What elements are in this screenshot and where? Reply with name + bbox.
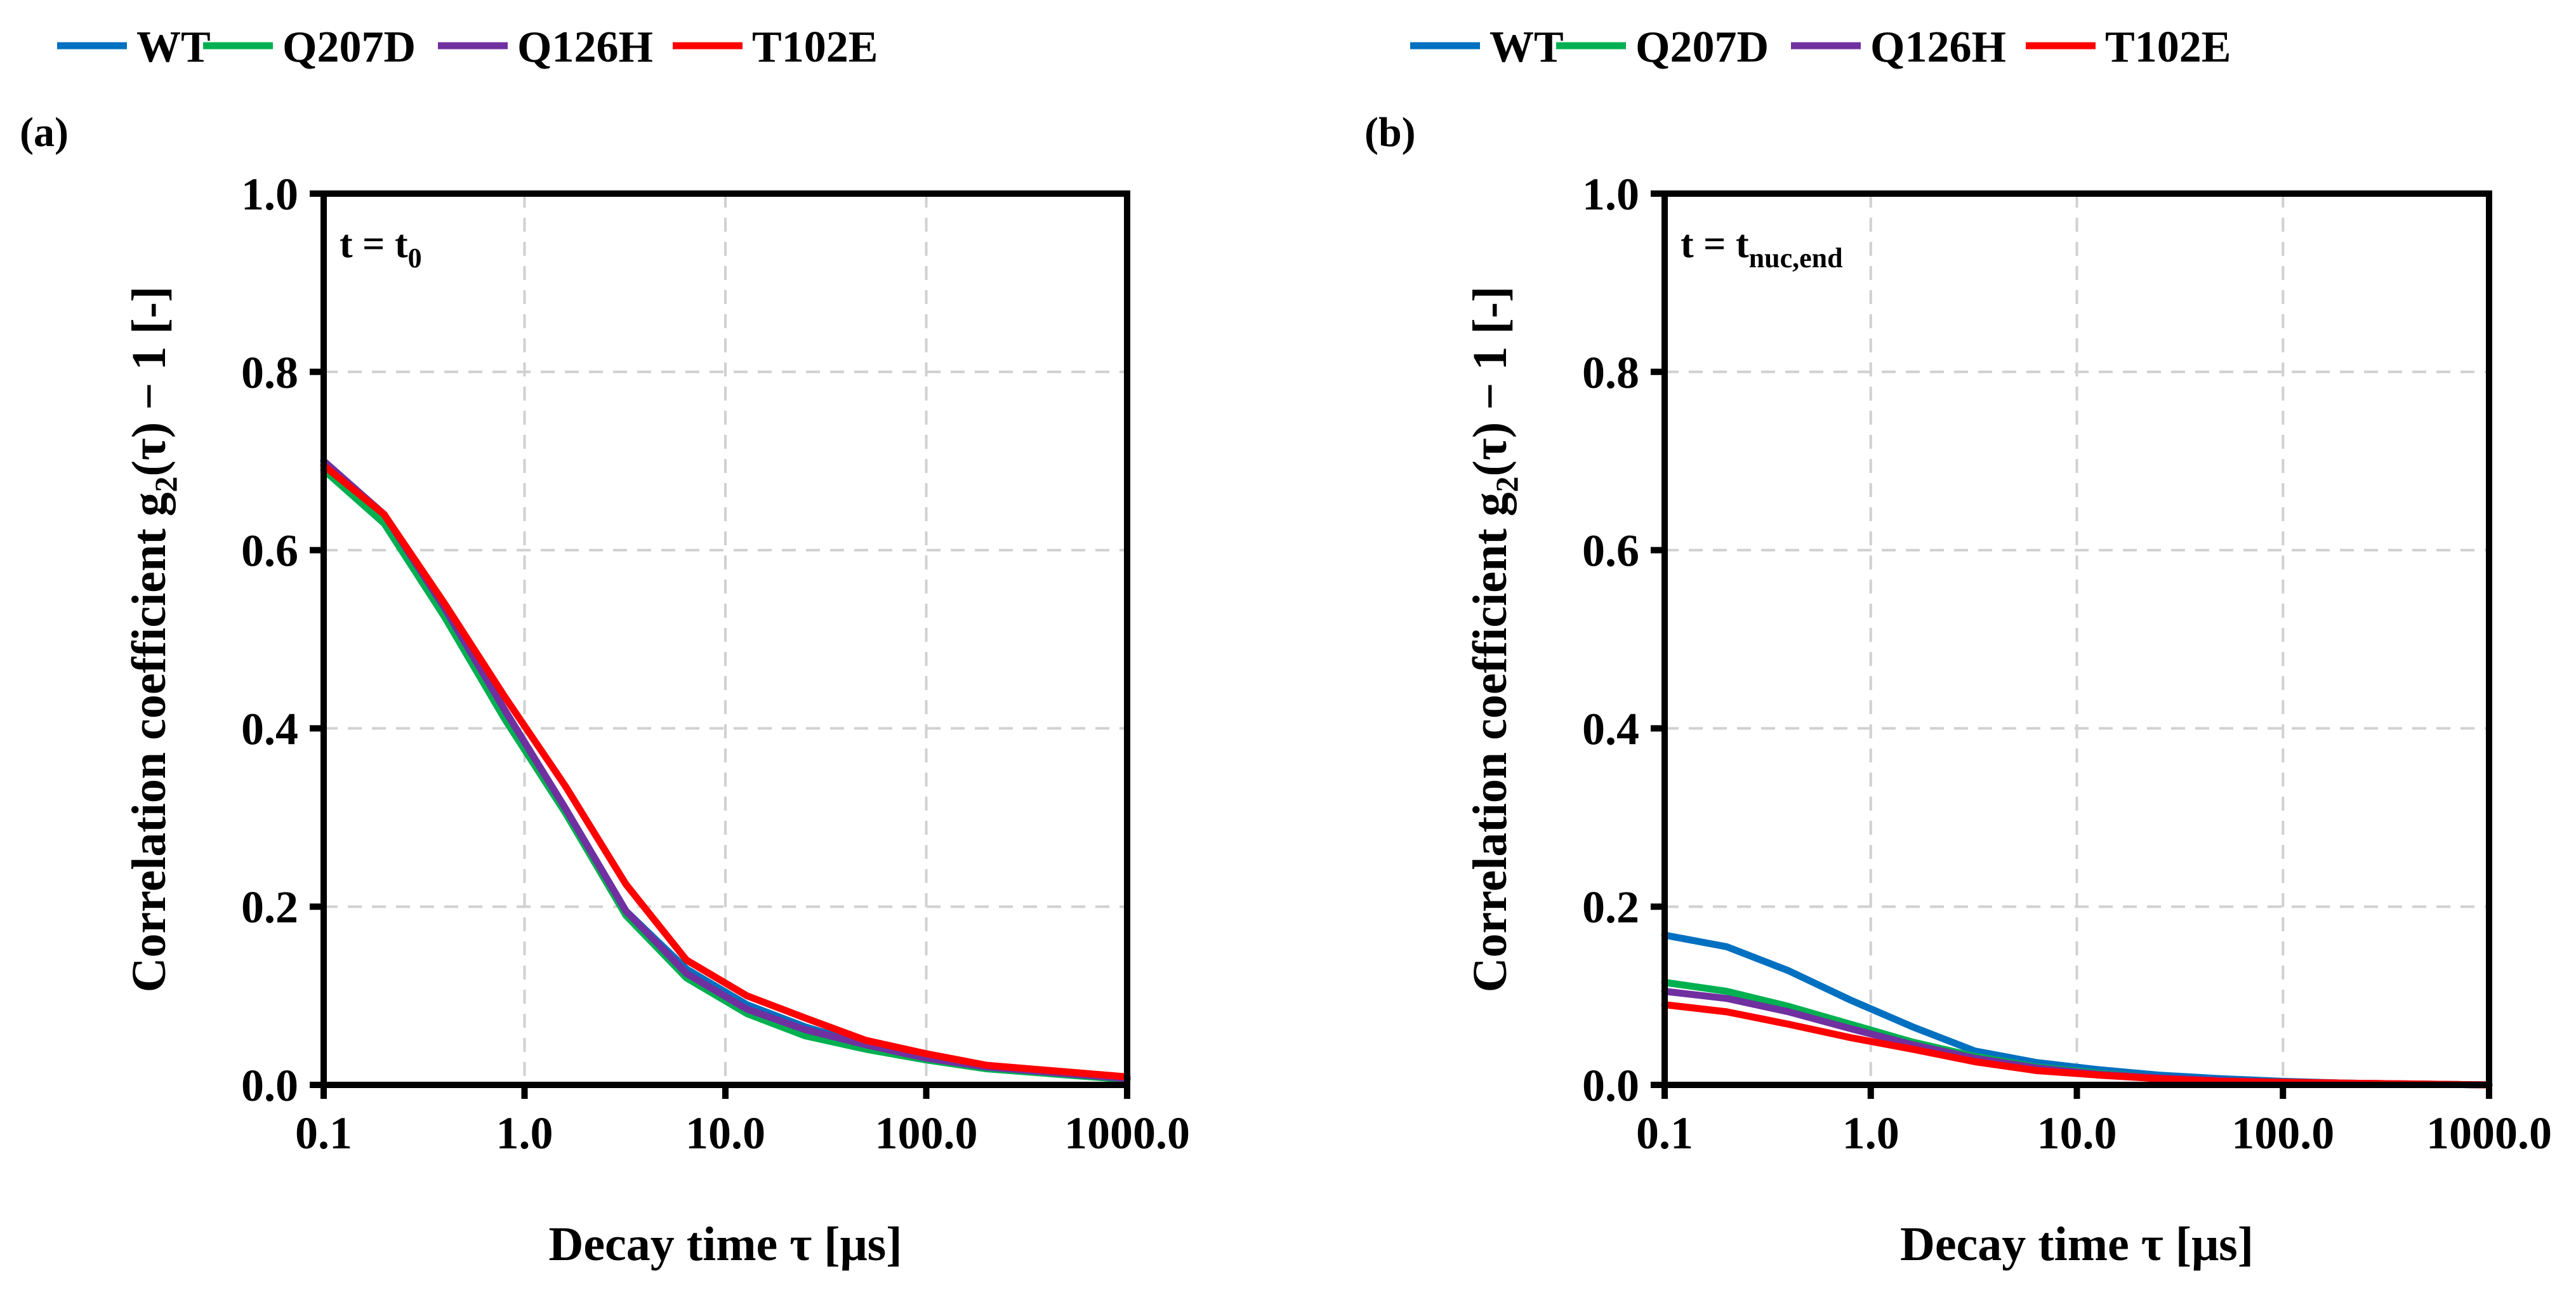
annotation-main: t = t (1681, 223, 1749, 266)
x-tick-label: 0.1 (1636, 1108, 1693, 1159)
y-tick-label: 0.6 (1582, 526, 1639, 576)
y-tick-label: 0.4 (1582, 703, 1639, 754)
legend: WT Q207D Q126H T102E (57, 23, 878, 72)
annotation-sub: 0 (408, 242, 422, 274)
legend-label: WT (136, 23, 211, 72)
legend-label: Q207D (1635, 23, 1769, 72)
legend-item-wt: WT (1410, 23, 1564, 72)
y-tick-label: 0.6 (241, 526, 298, 576)
y-tick-label: 0.4 (241, 703, 298, 754)
y-tick-label: 0.2 (241, 882, 298, 933)
y-axis-title-rest: (τ) − 1 [-] (122, 286, 176, 477)
legend-item-t102e: T102E (2026, 23, 2231, 72)
legend-item-wt: WT (57, 23, 211, 72)
x-tick-label: 1000.0 (2426, 1108, 2552, 1159)
panel-annotation: t = tnuc,end (1681, 223, 1843, 274)
panel-a: 0.0 0.2 0.4 0.6 0.8 1.0 0.1 1.0 10.0 100.0 1000.0 D… (20, 23, 1190, 1271)
x-tick-label: 10.0 (2037, 1108, 2117, 1159)
x-tick-label: 0.1 (295, 1108, 352, 1159)
panel-b: 0.0 0.2 0.4 0.6 0.8 1.0 0.1 1.0 10.0 100.0 1000.0 D… (1364, 23, 2552, 1271)
y-axis-title-rest: (τ) − 1 [-] (1463, 286, 1517, 477)
annotation-main: t = t (340, 223, 408, 266)
legend: WT Q207D Q126H T102E (1410, 23, 2231, 72)
legend-item-t102e: T102E (673, 23, 878, 72)
y-tick-label: 0.8 (241, 347, 298, 398)
legend-item-q207d: Q207D (203, 23, 416, 72)
legend-item-q126h: Q126H (1791, 23, 2006, 72)
x-tick-label: 100.0 (2231, 1108, 2334, 1159)
y-tick-label: 1.0 (1582, 169, 1639, 220)
legend-label: Q126H (517, 23, 653, 72)
series-line-t102e (320, 462, 1131, 1080)
x-axis-title: Decay time τ [μs] (548, 1218, 902, 1271)
y-tick-label: 0.8 (1582, 347, 1639, 398)
x-tick-label: 1.0 (1842, 1108, 1899, 1159)
y-tick-label: 0.0 (241, 1060, 298, 1111)
y-tick-label: 0.0 (1582, 1060, 1639, 1111)
y-tick-label: 0.2 (1582, 882, 1639, 933)
y-axis-title: Correlation coefficient g2(τ) − 1 [-] (1463, 286, 1524, 993)
x-tick-label: 10.0 (685, 1108, 765, 1159)
legend-label: T102E (752, 23, 878, 72)
y-axis-title-main: Correlation coefficient g (1463, 493, 1517, 993)
y-axis-title: Correlation coefficient g2(τ) − 1 [-] (122, 286, 183, 993)
legend-label: T102E (2105, 23, 2231, 72)
annotation-sub: nuc,end (1749, 242, 1843, 274)
y-axis-title-main: Correlation coefficient g (122, 493, 176, 993)
x-tick-label: 1000.0 (1064, 1108, 1190, 1159)
legend-item-q126h: Q126H (438, 23, 653, 72)
y-axis-title-sub: 2 (148, 477, 183, 493)
legend-label: Q207D (282, 23, 416, 72)
legend-label: WT (1489, 23, 1564, 72)
legend-item-q207d: Q207D (1556, 23, 1769, 72)
y-axis-title-sub: 2 (1489, 477, 1524, 493)
panel-annotation: t = t0 (340, 223, 422, 274)
x-tick-label: 100.0 (875, 1108, 978, 1159)
legend-label: Q126H (1870, 23, 2006, 72)
x-axis-title: Decay time τ [μs] (1900, 1218, 2254, 1271)
y-tick-label: 1.0 (241, 169, 298, 220)
panel-label: (b) (1364, 109, 1416, 156)
panel-label: (a) (20, 109, 69, 156)
x-tick-label: 1.0 (496, 1108, 553, 1159)
